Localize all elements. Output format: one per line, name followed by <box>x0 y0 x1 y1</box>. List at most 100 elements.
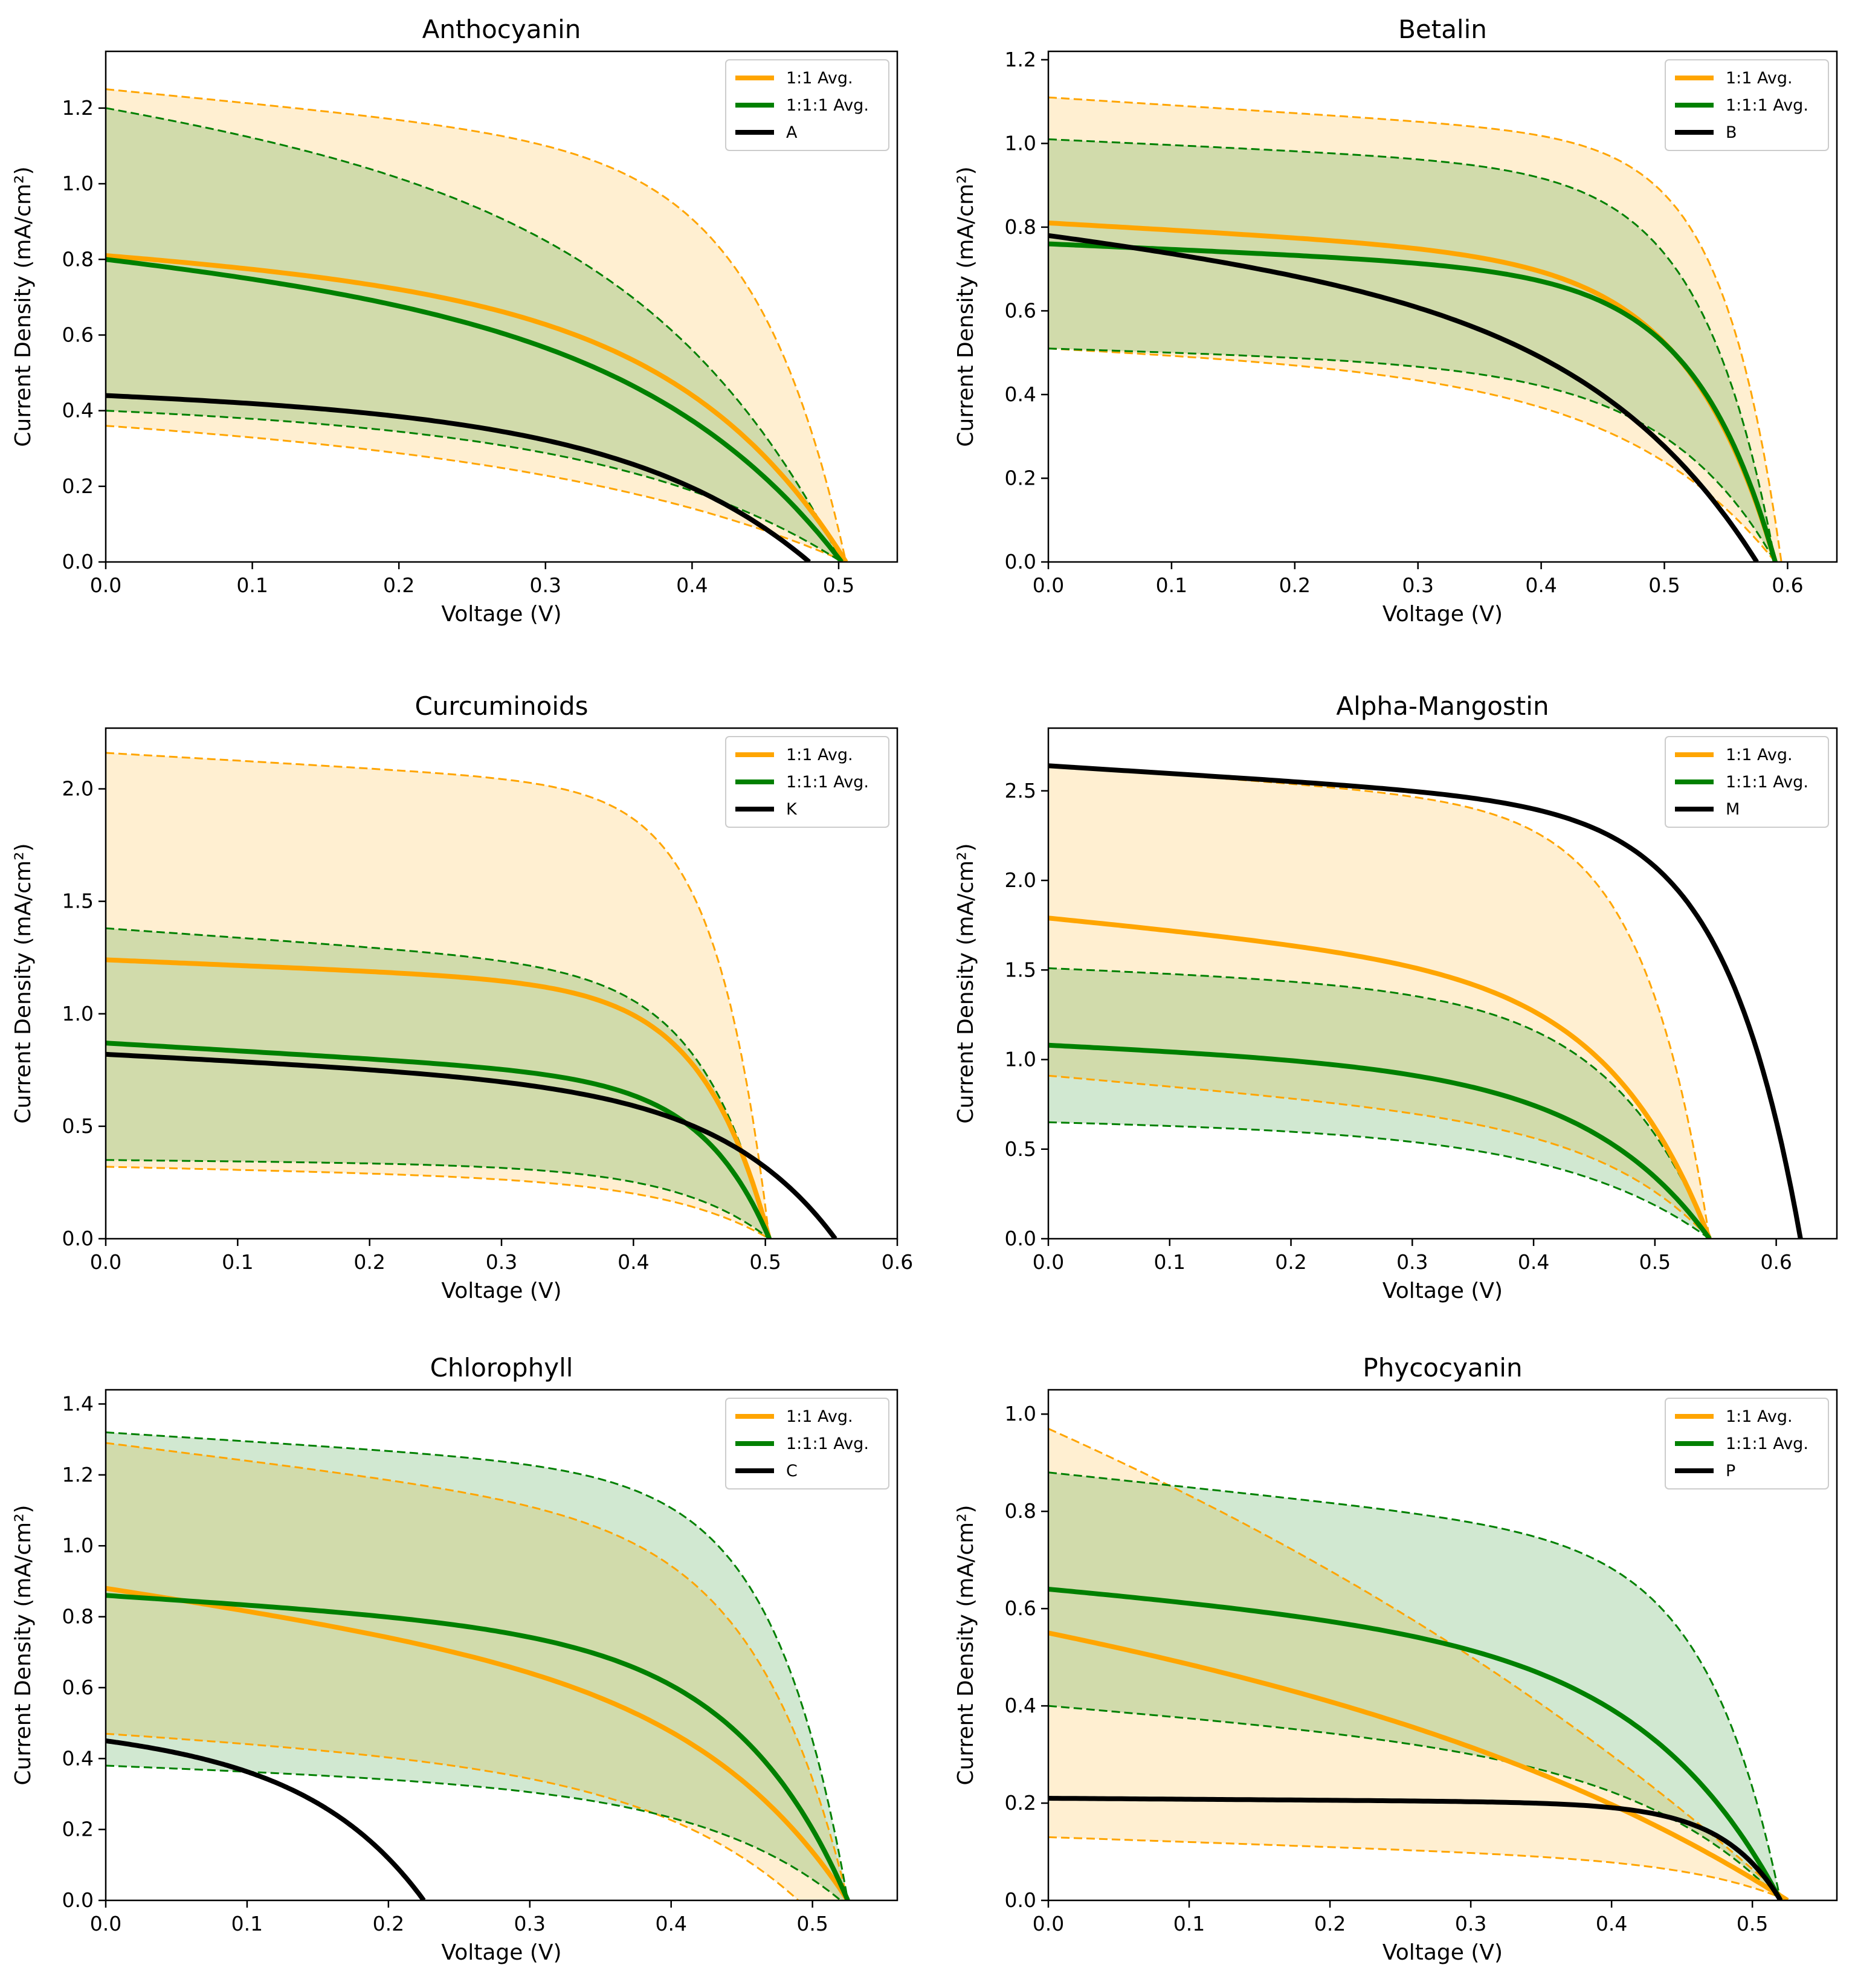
series-line-A <box>106 393 811 562</box>
legend-label: A <box>786 123 798 142</box>
chart-title: Curcuminoids <box>415 691 588 721</box>
x-axis-label: Voltage (V) <box>441 1279 561 1303</box>
x-tick-label: 0.0 <box>90 1912 121 1935</box>
series-line-1-1-Avg- <box>106 957 772 1239</box>
x-tick-label: 0.1 <box>222 1250 253 1274</box>
legend-label: 1:1 Avg. <box>786 746 853 764</box>
dashed-band-upper-1-1-Avg- <box>106 88 847 562</box>
x-tick-label: 0.0 <box>1033 573 1064 597</box>
legend-label: B <box>1726 123 1737 142</box>
x-tick-label: 0.5 <box>1639 1250 1671 1274</box>
band-1-1-1-Avg- <box>106 1432 848 1900</box>
y-tick-label: 1.0 <box>62 1002 94 1025</box>
series-line-P <box>1048 1796 1783 1900</box>
axes-frame <box>1047 1389 1838 1902</box>
y-axis-label: Current Density (mA/cm²) <box>11 166 36 447</box>
dashed-band-lower-1-1-Avg- <box>1048 1074 1711 1239</box>
y-tick-label: 0.4 <box>62 399 94 422</box>
x-tick-label: 0.3 <box>530 573 561 597</box>
plot-area <box>106 752 837 1239</box>
dashed-band-upper-1-1-1-Avg- <box>106 927 770 1239</box>
legend-label: 1:1 Avg. <box>1726 69 1793 88</box>
y-tick-label: 0.0 <box>1005 550 1036 573</box>
dashed-band-lower-1-1-1-Avg- <box>106 1764 842 1900</box>
legend-label: 1:1:1 Avg. <box>1726 96 1808 115</box>
series-line-M <box>1048 763 1803 1239</box>
legend-label: 1:1 Avg. <box>1726 1407 1793 1426</box>
x-axis-label: Voltage (V) <box>1382 602 1503 627</box>
y-tick-label: 0.0 <box>62 1888 94 1912</box>
y-axis-label: Current Density (mA/cm²) <box>11 1505 36 1785</box>
axes-frame <box>1047 727 1838 1240</box>
band-1-1-Avg- <box>106 1443 848 1900</box>
legend-label: 1:1:1 Avg. <box>786 96 869 115</box>
y-tick-label: 2.0 <box>1005 868 1036 892</box>
chart-panel-2: 0.0 0.1 0.2 0.3 0.4 0.5 0.6 0.0 0.5 1.0 1.5 2.0 Curc… <box>11 691 913 1303</box>
series-line-K <box>106 1051 837 1239</box>
band-1-1-1-Avg- <box>1048 1472 1781 1900</box>
x-axis-label: Voltage (V) <box>1382 1279 1503 1303</box>
legend-box <box>725 1398 889 1489</box>
dashed-band-upper-1-1-1-Avg- <box>1048 967 1711 1239</box>
y-tick-label: 1.5 <box>1005 958 1036 981</box>
y-tick-label: 0.6 <box>62 323 94 346</box>
x-tick-label: 0.6 <box>1772 573 1803 597</box>
legend-box <box>725 736 889 828</box>
legend: 1:1 Avg. 1:1:1 Avg. K <box>725 736 889 828</box>
series-line-B <box>1048 233 1759 562</box>
chart-title: Phycocyanin <box>1363 1353 1522 1383</box>
legend-label: 1:1 Avg. <box>1726 746 1793 764</box>
series-line-C <box>106 1738 426 1900</box>
dashed-band-upper-1-1-Avg- <box>106 1442 849 1900</box>
series-line-1-1-1-Avg- <box>106 1593 850 1900</box>
y-tick-label: 0.0 <box>62 1227 94 1250</box>
x-tick-label: 0.1 <box>1173 1912 1205 1935</box>
plot-area <box>106 1431 850 1900</box>
x-tick-label: 0.5 <box>1737 1912 1768 1935</box>
x-tick-label: 0.3 <box>1396 1250 1428 1274</box>
band-1-1-Avg- <box>1048 766 1710 1239</box>
x-tick-label: 0.3 <box>1402 573 1433 597</box>
legend: 1:1 Avg. 1:1:1 Avg. B <box>1665 59 1829 151</box>
series-line-1-1-Avg- <box>1048 915 1712 1239</box>
plot-area <box>1048 763 1803 1239</box>
x-tick-label: 0.3 <box>514 1912 546 1935</box>
y-tick-label: 0.6 <box>1005 1596 1036 1620</box>
y-tick-label: 0.6 <box>62 1676 94 1699</box>
series-line-1-1-1-Avg- <box>106 1041 772 1239</box>
legend: 1:1 Avg. 1:1:1 Avg. C <box>725 1398 889 1489</box>
y-tick-label: 0.4 <box>62 1746 94 1770</box>
legend-box <box>1665 59 1829 151</box>
x-tick-label: 0.1 <box>231 1912 263 1935</box>
legend: 1:1 Avg. 1:1:1 Avg. A <box>725 59 889 151</box>
chart-panel-0: 0.0 0.1 0.2 0.3 0.4 0.5 0.0 0.2 0.4 0.6 0.8 1.0 1.2 A… <box>11 15 898 627</box>
y-tick-label: 1.0 <box>62 172 94 195</box>
x-tick-label: 0.4 <box>618 1250 649 1274</box>
legend-label: M <box>1726 800 1740 819</box>
y-tick-label: 1.2 <box>62 96 94 120</box>
x-tick-label: 0.5 <box>1648 573 1680 597</box>
dashed-band-lower-1-1-Avg- <box>106 425 847 562</box>
y-tick-label: 0.2 <box>1005 466 1036 489</box>
y-axis-label: Current Density (mA/cm²) <box>953 166 978 447</box>
dashed-band-lower-1-1-Avg- <box>106 1166 770 1239</box>
y-tick-label: 0.2 <box>62 474 94 498</box>
y-tick-label: 0.0 <box>62 550 94 573</box>
y-tick-label: 0.0 <box>1005 1227 1036 1250</box>
band-1-1-Avg- <box>106 752 770 1239</box>
x-tick-label: 0.2 <box>373 1912 404 1935</box>
series-line-1-1-1-Avg- <box>106 257 844 562</box>
x-tick-label: 0.1 <box>1156 573 1187 597</box>
y-tick-label: 0.2 <box>1005 1791 1036 1815</box>
series-line-1-1-Avg- <box>106 253 848 562</box>
dashed-band-upper-1-1-Avg- <box>106 752 770 1239</box>
x-tick-label: 0.2 <box>383 573 415 597</box>
legend-label: C <box>786 1462 798 1480</box>
dashed-band-lower-1-1-Avg- <box>1048 347 1776 562</box>
axes-frame <box>105 1389 898 1902</box>
x-tick-label: 0.2 <box>1279 573 1311 597</box>
x-tick-label: 0.4 <box>676 573 708 597</box>
x-tick-label: 0.1 <box>1154 1250 1186 1274</box>
band-1-1-1-Avg- <box>1048 968 1710 1239</box>
y-tick-label: 0.8 <box>62 247 94 271</box>
